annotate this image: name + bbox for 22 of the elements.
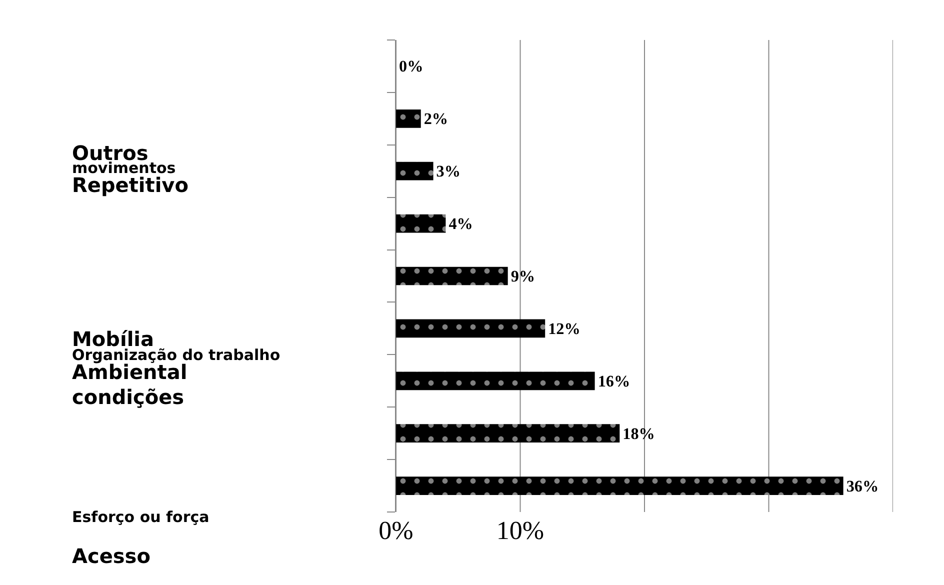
data-label: 36% bbox=[846, 478, 879, 496]
text: Esforço ou força bbox=[72, 508, 210, 526]
bar bbox=[396, 109, 421, 128]
bar bbox=[396, 319, 546, 338]
data-label: 2% bbox=[424, 111, 448, 128]
x-tick-label: 10% bbox=[496, 516, 544, 545]
bar bbox=[396, 162, 434, 180]
data-label: 12% bbox=[548, 320, 580, 338]
text: Acesso bbox=[72, 544, 150, 568]
bar bbox=[396, 476, 844, 495]
data-label: 16% bbox=[598, 373, 630, 390]
bar bbox=[396, 214, 446, 233]
data-label: 18% bbox=[622, 426, 655, 443]
text: condições bbox=[72, 385, 184, 409]
bar bbox=[396, 372, 595, 390]
data-label: 9% bbox=[510, 268, 536, 286]
bar bbox=[396, 266, 508, 286]
data-label: 4% bbox=[448, 216, 473, 234]
bar bbox=[396, 424, 620, 443]
data-label: 3% bbox=[436, 164, 461, 181]
text: Organização do trabalho bbox=[72, 346, 280, 364]
data-label: 0% bbox=[399, 58, 424, 76]
